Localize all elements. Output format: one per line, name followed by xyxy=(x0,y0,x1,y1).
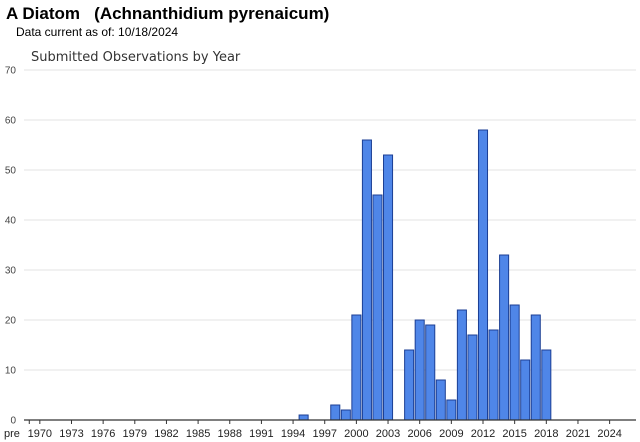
label-layer: 0 10 20 30 40 50 60 70 pre 1970 1973 1976 1979 1982 19… xyxy=(4,66,622,441)
bar-2014[interactable] xyxy=(499,254,510,421)
x-tick-label: 1988 xyxy=(218,428,242,440)
x-tick-label: 2006 xyxy=(407,428,431,440)
x-tick-label: 2024 xyxy=(597,428,621,440)
bar-2008[interactable] xyxy=(435,379,446,421)
bar-2003[interactable] xyxy=(383,154,394,421)
x-tick-label: 1976 xyxy=(91,428,115,440)
bar-1998[interactable] xyxy=(330,404,341,421)
x-tick-label: 2000 xyxy=(344,428,368,440)
y-tick-label: 40 xyxy=(5,216,17,227)
x-tick-label: 2018 xyxy=(534,428,558,440)
bar-2013[interactable] xyxy=(488,329,499,421)
bar-2000[interactable] xyxy=(351,314,362,421)
data-current-date: Data current as of: 10/18/2024 xyxy=(16,25,179,39)
x-tick-label: 1985 xyxy=(186,428,210,440)
x-tick-label: pre xyxy=(4,428,20,440)
bar-2007[interactable] xyxy=(425,324,436,421)
bar-2018[interactable] xyxy=(541,349,552,421)
bar-2001[interactable] xyxy=(361,139,372,421)
x-tick-label: 1991 xyxy=(249,428,273,440)
bar-2002[interactable] xyxy=(372,194,383,421)
y-tick-label: 60 xyxy=(5,116,17,127)
grid-layer xyxy=(24,69,636,371)
x-tick-label: 2012 xyxy=(471,428,495,440)
x-tick-label: 1997 xyxy=(312,428,336,440)
y-tick-label: 20 xyxy=(5,316,17,327)
bar-2009[interactable] xyxy=(446,399,457,421)
y-tick-label: 10 xyxy=(5,366,17,377)
bar-1999[interactable] xyxy=(340,409,351,421)
x-tick-label: 1973 xyxy=(59,428,83,440)
x-tick-label: 1970 xyxy=(28,428,52,440)
x-tick-label: 1979 xyxy=(123,428,147,440)
bar-layer xyxy=(298,129,552,421)
x-tick-label: 2021 xyxy=(566,428,590,440)
y-tick-label: 50 xyxy=(5,166,17,177)
bar-2015[interactable] xyxy=(509,304,520,421)
y-tick-label: 70 xyxy=(5,66,17,77)
species-title: A Diatom (Achnanthidium pyrenaicum) xyxy=(6,4,330,23)
axis-layer xyxy=(24,419,636,424)
bar-1995[interactable] xyxy=(298,414,309,421)
x-tick-label: 2003 xyxy=(376,428,400,440)
x-tick-label: 1994 xyxy=(281,428,305,440)
y-tick-label: 0 xyxy=(10,416,16,427)
x-tick-label: 2009 xyxy=(439,428,463,440)
bar-2016[interactable] xyxy=(520,359,531,421)
chart-title: Submitted Observations by Year xyxy=(31,50,241,65)
bar-2010[interactable] xyxy=(456,309,467,421)
bar-2017[interactable] xyxy=(530,314,541,421)
y-tick-label: 30 xyxy=(5,266,17,277)
bar-2011[interactable] xyxy=(467,334,478,421)
x-tick-label: 1982 xyxy=(154,428,178,440)
x-tick-label: 2015 xyxy=(502,428,526,440)
bar-2006[interactable] xyxy=(414,319,425,421)
bar-2005[interactable] xyxy=(404,349,415,421)
bar-2012[interactable] xyxy=(477,129,489,421)
